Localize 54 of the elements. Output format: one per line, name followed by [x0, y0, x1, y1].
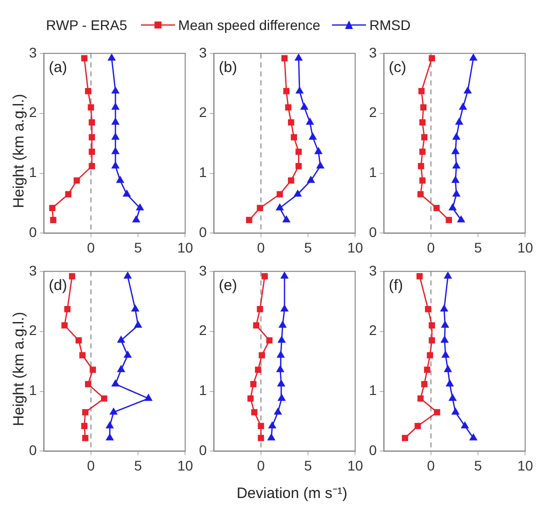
x-tick-label: 0: [257, 457, 266, 474]
y-tick-label: 0: [198, 442, 207, 458]
x-tick-label: 5: [304, 239, 312, 256]
x-tick-label: 10: [347, 457, 364, 474]
x-tick-label: 10: [517, 239, 534, 256]
x-tick-label: 5: [134, 457, 142, 474]
y-tick-label: 0: [368, 224, 377, 240]
x-axis-title: Deviation (m s⁻¹): [236, 485, 348, 502]
y-tick-label: 2: [198, 322, 207, 338]
y-tick-label: 3: [368, 44, 377, 60]
y-tick-label: 0: [28, 224, 37, 240]
x-tick-label: 10: [177, 239, 194, 256]
legend-title: RWP - ERA5: [46, 17, 128, 33]
x-tick-label: 0: [427, 239, 436, 256]
x-tick-label: 0: [87, 239, 96, 256]
y-tick-label: 2: [198, 104, 207, 120]
y-tick-label: 3: [198, 44, 207, 60]
x-tick-label: 10: [347, 239, 364, 256]
y-tick-label: 2: [28, 322, 37, 338]
legend-label: Mean speed difference: [178, 17, 320, 33]
y-tick-label: 1: [198, 382, 207, 398]
y-tick-label: 0: [28, 442, 37, 458]
chart-title: (b): [218, 59, 238, 76]
y-tick-label: 3: [198, 262, 207, 278]
chart-title: (c): [388, 59, 406, 76]
chart-title: (e): [218, 277, 238, 294]
x-tick-label: 5: [304, 457, 312, 474]
x-tick-label: 5: [474, 457, 482, 474]
x-tick-label: 0: [257, 239, 266, 256]
y-tick-label: 2: [368, 104, 377, 120]
x-tick-label: 0: [427, 457, 436, 474]
chart-title: (f): [388, 277, 403, 294]
y-tick-label: 0: [368, 442, 377, 458]
y-tick-label: 3: [28, 262, 37, 278]
y-axis-title: Height (km a.g.l.): [10, 94, 28, 208]
y-tick-label: 3: [368, 262, 377, 278]
x-tick-label: 5: [134, 239, 142, 256]
y-tick-label: 1: [28, 164, 37, 180]
x-tick-label: 5: [474, 239, 482, 256]
x-tick-label: 0: [87, 457, 96, 474]
y-axis-title: Height (km a.g.l.): [10, 312, 28, 426]
y-tick-label: 1: [198, 164, 207, 180]
legend-label: RMSD: [369, 17, 411, 33]
chart-title: (a): [48, 59, 68, 76]
x-tick-label: 10: [177, 457, 194, 474]
y-tick-label: 1: [28, 382, 37, 398]
y-tick-label: 1: [368, 164, 377, 180]
y-tick-label: 0: [198, 224, 207, 240]
y-tick-label: 3: [28, 44, 37, 60]
y-tick-label: 2: [28, 104, 37, 120]
y-tick-label: 1: [368, 382, 377, 398]
chart-title: (d): [48, 277, 68, 294]
y-tick-label: 2: [368, 322, 377, 338]
x-tick-label: 10: [517, 457, 534, 474]
